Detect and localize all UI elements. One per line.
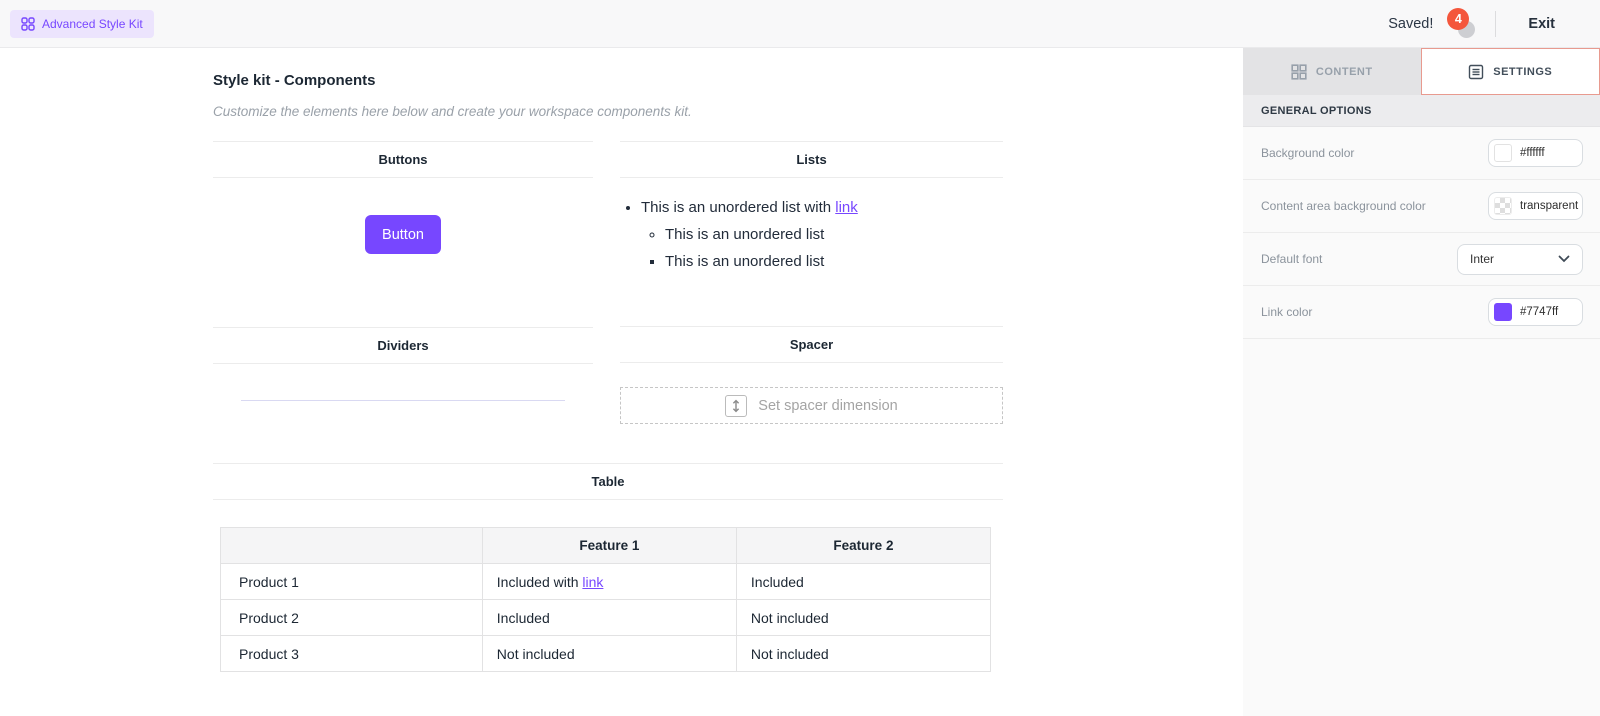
tab-settings-label: SETTINGS <box>1493 65 1553 78</box>
dividers-heading-label: Dividers <box>377 338 429 353</box>
table-header-empty <box>220 527 483 564</box>
option-row-content-area-background: Content area background color transparen… <box>1243 180 1600 233</box>
left-column: Buttons Button Dividers <box>213 141 593 463</box>
color-swatch-accent <box>1494 303 1512 321</box>
option-label: Background color <box>1261 146 1355 160</box>
tab-settings[interactable]: SETTINGS <box>1420 48 1600 95</box>
editor-canvas: Style kit - Components Customize the ele… <box>0 48 1243 716</box>
list-link[interactable]: link <box>835 199 858 216</box>
list-item-text: This is an unordered list with <box>641 199 836 216</box>
components-kit-icon <box>21 16 35 31</box>
general-options-header: GENERAL OPTIONS <box>1243 95 1600 127</box>
top-bar: Advanced Style Kit Saved! 4 Exit <box>0 0 1600 48</box>
divider-component-preview[interactable] <box>241 400 565 401</box>
settings-sidebar: CONTENT SETTINGS GENERAL OPTIONS Backgro… <box>1243 48 1600 716</box>
color-value: transparent <box>1520 200 1579 212</box>
option-label: Link color <box>1261 305 1313 319</box>
spacer-resize-icon <box>725 394 748 417</box>
table-header-feature1: Feature 1 <box>481 527 737 564</box>
notification-badge: 4 <box>1447 7 1470 30</box>
tab-content[interactable]: CONTENT <box>1243 48 1421 95</box>
default-font-select[interactable]: Inter <box>1457 243 1583 275</box>
table-row: Product 1 Included with link Included <box>220 563 992 600</box>
color-value: #7747ff <box>1520 306 1559 318</box>
option-row-default-font: Default font Inter <box>1243 233 1600 286</box>
lists-section-heading[interactable]: Lists <box>620 141 1003 178</box>
help-bubble[interactable]: 4 <box>1445 6 1479 42</box>
table-header-row: Feature 1 Feature 2 <box>220 527 992 564</box>
color-value: #ffffff <box>1520 147 1545 159</box>
exit-button[interactable]: Exit <box>1528 15 1555 32</box>
buttons-heading-label: Buttons <box>378 152 428 167</box>
table-cell-feature1: Included <box>481 599 737 636</box>
table-cell-feature2: Included <box>735 563 992 600</box>
button-component-preview[interactable]: Button <box>365 215 441 254</box>
option-row-link-color: Link color #7747ff <box>1243 286 1600 339</box>
table-row: Product 2 Included Not included <box>220 599 992 636</box>
content-grid-icon <box>1291 63 1307 80</box>
table-cell-link[interactable]: link <box>582 573 604 590</box>
list-item-level1: This is an unordered list with link This… <box>641 194 1003 275</box>
color-swatch-transparent <box>1494 197 1512 215</box>
table-cell-text: Included with <box>496 573 583 590</box>
list-item-level2: This is an unordered list <box>665 221 1003 248</box>
table-header-feature2: Feature 2 <box>735 527 992 564</box>
option-label: Default font <box>1261 252 1323 266</box>
table-cell-feature2: Not included <box>735 635 992 672</box>
chevron-down-icon <box>1558 255 1570 263</box>
tab-content-label: CONTENT <box>1315 65 1373 78</box>
background-color-input[interactable]: #ffffff <box>1488 139 1583 167</box>
list-component-preview[interactable]: This is an unordered list with link This… <box>620 194 1003 275</box>
table-row: Product 3 Not included Not included <box>220 635 992 672</box>
spacer-placeholder-text: Set spacer dimension <box>758 397 898 414</box>
page-title: Style kit - Components <box>213 72 376 89</box>
table-heading-label: Table <box>591 474 625 489</box>
link-color-input[interactable]: #7747ff <box>1488 298 1583 326</box>
color-swatch-white <box>1494 144 1512 162</box>
canvas-content: Style kit - Components Customize the ele… <box>213 48 1003 672</box>
table-section-heading[interactable]: Table <box>213 463 1003 500</box>
option-row-background-color: Background color #ffffff <box>1243 127 1600 180</box>
table-cell-feature1: Not included <box>481 635 737 672</box>
table-cell-feature1: Included with link <box>481 563 737 600</box>
buttons-section-heading[interactable]: Buttons <box>213 141 593 178</box>
dividers-section-heading[interactable]: Dividers <box>213 327 593 364</box>
topbar-divider <box>1495 10 1497 37</box>
spacer-section-heading[interactable]: Spacer <box>620 326 1003 363</box>
page-subtitle: Customize the elements here below and cr… <box>213 104 692 119</box>
list-item-level3: This is an unordered list <box>665 248 1003 275</box>
saved-status: Saved! <box>1388 15 1434 32</box>
sidebar-tabs: CONTENT SETTINGS <box>1243 48 1600 95</box>
table-cell-product: Product 1 <box>220 563 483 600</box>
spacer-heading-label: Spacer <box>789 337 834 352</box>
option-label: Content area background color <box>1261 199 1426 213</box>
table-component-preview[interactable]: Feature 1 Feature 2 Product 1 Included w… <box>220 527 992 672</box>
settings-doc-icon <box>1469 64 1484 79</box>
lists-heading-label: Lists <box>796 152 827 167</box>
content-area-background-input[interactable]: transparent <box>1488 192 1583 220</box>
table-cell-feature2: Not included <box>735 599 992 636</box>
selected-font-value: Inter <box>1470 252 1495 266</box>
topbar-actions: Saved! 4 Exit <box>1388 6 1555 42</box>
advanced-style-kit-badge[interactable]: Advanced Style Kit <box>10 9 154 38</box>
components-grid: Buttons Button Dividers Lists This is an… <box>213 141 1003 463</box>
spacer-component-preview[interactable]: Set spacer dimension <box>620 387 1003 424</box>
right-column: Lists This is an unordered list with lin… <box>620 141 1003 463</box>
advanced-style-kit-label: Advanced Style Kit <box>42 16 143 31</box>
table-cell-product: Product 2 <box>220 599 483 636</box>
table-cell-product: Product 3 <box>220 635 483 672</box>
